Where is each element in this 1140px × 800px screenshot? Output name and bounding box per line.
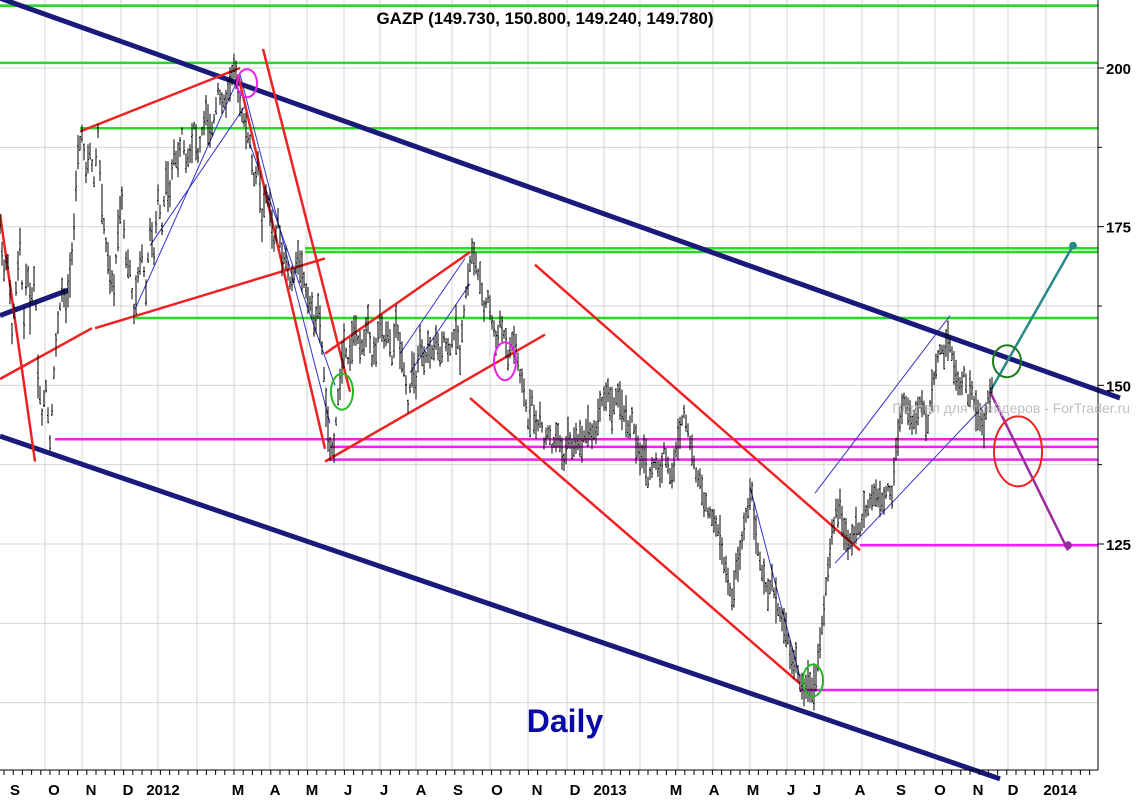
x-tick-label: 2012 <box>146 782 179 799</box>
y-tick-label: 150 <box>1106 378 1131 395</box>
trend-line <box>324 251 471 355</box>
x-tick-label: A <box>709 782 720 799</box>
chart-grid <box>0 0 1098 770</box>
trend-line <box>469 397 801 685</box>
x-tick-label: J <box>380 782 388 799</box>
channel-line <box>814 315 951 494</box>
trend-line <box>0 287 69 318</box>
channel-line <box>149 105 246 246</box>
channel-line <box>134 74 241 310</box>
y-tick-label: 200 <box>1106 61 1131 78</box>
channel-line <box>834 404 986 564</box>
target-point-marker <box>1069 241 1077 250</box>
x-tick-label: S <box>453 782 463 799</box>
watermark: Портал для трейдеров - ForTrader.ru <box>892 400 1130 416</box>
y-tick-label: 175 <box>1106 220 1131 237</box>
trend-line <box>261 48 352 392</box>
x-tick-label: N <box>532 782 543 799</box>
x-tick-label: M <box>232 782 245 799</box>
trend-line <box>988 391 1070 551</box>
chart-title: GAZP (149.730, 150.800, 149.240, 149.780… <box>376 9 713 28</box>
target-point-marker <box>1064 541 1072 550</box>
x-tick-label: S <box>10 782 20 799</box>
x-tick-label: 2014 <box>1043 782 1077 799</box>
circle-marker <box>493 341 517 382</box>
channel-line <box>239 74 331 424</box>
trend-line <box>79 66 241 133</box>
x-tick-label: 2013 <box>593 782 626 799</box>
circle-marker <box>236 68 258 99</box>
timeframe-label: Daily <box>527 703 604 739</box>
x-tick-label: S <box>896 782 906 799</box>
x-tick-label: A <box>416 782 427 799</box>
horizontal-levels <box>0 4 1098 692</box>
x-tick-label: O <box>934 782 946 799</box>
channel-line <box>749 486 801 678</box>
x-tick-label: A <box>270 782 281 799</box>
price-bars <box>0 53 993 711</box>
trend-lines <box>0 0 1121 782</box>
x-tick-label: N <box>973 782 984 799</box>
x-tick-label: M <box>747 782 760 799</box>
circle-markers <box>236 68 1077 698</box>
circle-marker <box>992 344 1022 379</box>
trend-line <box>534 263 861 552</box>
channel-line <box>399 258 466 354</box>
x-tick-label: D <box>123 782 134 799</box>
trend-line <box>0 327 93 381</box>
y-axis-labels: 200 175 150 125 <box>1098 61 1131 624</box>
circle-marker <box>802 663 824 698</box>
x-tick-label: J <box>813 782 821 799</box>
channel-line <box>409 283 471 373</box>
y-tick-label: 125 <box>1106 537 1131 554</box>
x-tick-label: A <box>855 782 866 799</box>
x-tick-label: J <box>344 782 352 799</box>
x-tick-label: N <box>86 782 97 799</box>
trend-line <box>0 433 1001 782</box>
circle-marker <box>330 372 354 411</box>
x-axis-labels: S O N D 2012 M A M J J A S O N D 2013 M A M J J A S O N D 2014 <box>3 770 1091 799</box>
x-tick-label: J <box>787 782 795 799</box>
x-tick-label: M <box>670 782 683 799</box>
trend-line <box>324 333 546 463</box>
x-tick-label: O <box>491 782 503 799</box>
trend-line <box>988 245 1075 393</box>
trend-line <box>0 0 1121 401</box>
x-tick-label: D <box>1008 782 1019 799</box>
x-tick-label: M <box>306 782 319 799</box>
x-tick-label: O <box>48 782 60 799</box>
circle-marker <box>993 415 1043 488</box>
trend-line <box>94 257 326 330</box>
x-tick-label: D <box>570 782 581 799</box>
